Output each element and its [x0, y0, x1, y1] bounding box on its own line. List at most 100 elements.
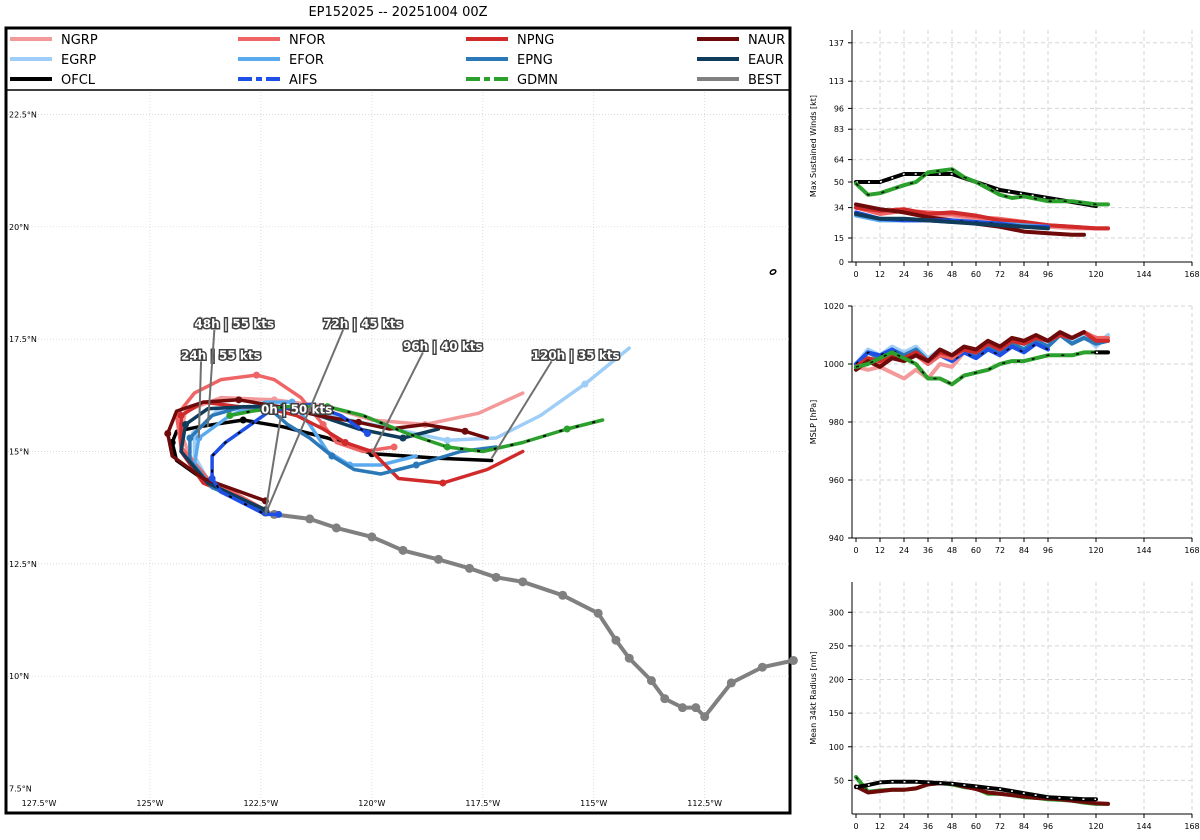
x-tick-label: 12	[875, 270, 885, 279]
track-point-npng	[341, 439, 349, 447]
legend-label-egrp: EGRP	[61, 53, 96, 68]
map-lon-tick-label: 112.5°W	[687, 799, 722, 808]
y-tick-label: 1000	[824, 360, 844, 369]
y-tick-label: 250	[829, 642, 844, 651]
y-tick-label: 50	[834, 776, 844, 785]
y-tick-label: 300	[829, 608, 844, 617]
track-point-epng	[412, 461, 420, 469]
legend-item-eaur: EAUR	[697, 53, 784, 68]
x-tick-label: 72	[995, 546, 1005, 555]
x-tick-label: 120	[1088, 270, 1103, 279]
legend-label-gdmn: GDMN	[517, 73, 558, 88]
track-point-nfor	[253, 371, 260, 379]
track-point-best	[660, 694, 670, 704]
x-tick-label: 60	[971, 546, 981, 555]
x-tick-label: 72	[995, 270, 1005, 279]
x-tick-label: 120	[1088, 546, 1103, 555]
series-dash-ofcl	[856, 173, 1097, 207]
track-point-best	[788, 655, 798, 665]
legend-item-ofcl: OFCL	[10, 73, 96, 88]
legend-label-best: BEST	[748, 73, 781, 88]
track-point-eaur	[399, 434, 407, 442]
track-point-best	[305, 514, 315, 524]
x-tick-label: 168	[1184, 546, 1199, 555]
track-line-egrp	[192, 346, 631, 512]
x-tick-label: 96	[1043, 822, 1053, 831]
track-point-best	[433, 554, 443, 564]
map-lat-tick-label: 22.5°N	[9, 110, 37, 119]
map-lat-tick-label: 10°N	[9, 672, 29, 681]
track-point-best	[611, 635, 621, 645]
map-gridlines	[8, 92, 789, 811]
annotation-label: 24h | 55 kts	[181, 348, 261, 362]
track-line-aifs	[210, 402, 370, 517]
track-point-best	[691, 703, 701, 713]
track-point-best	[624, 653, 634, 663]
x-tick-label: 144	[1136, 270, 1151, 279]
y-tick-label: 96	[834, 104, 844, 113]
x-tick-label: 12	[875, 822, 885, 831]
track-point-npng	[439, 479, 447, 487]
x-tick-label: 72	[995, 822, 1005, 831]
track-point-best	[465, 563, 474, 573]
x-tick-label: 168	[1184, 822, 1199, 831]
x-tick-label: 168	[1184, 270, 1199, 279]
track-point-best	[331, 523, 341, 533]
legend-item-naur: NAUR	[697, 33, 785, 48]
track-point-egrp	[443, 436, 451, 444]
legend-label-naur: NAUR	[748, 33, 785, 48]
legend-item-aifs: AIFS	[238, 73, 317, 88]
map-lon-tick-label: 120°W	[358, 799, 385, 808]
x-tick-label: 60	[971, 270, 981, 279]
y-tick-label: 940	[829, 534, 844, 543]
map-lon-tick-label: 122.5°W	[244, 799, 279, 808]
track-point-aifs	[275, 510, 283, 518]
annotation-label: 0h | 50 kts	[261, 402, 332, 416]
legend-item-nfor: NFOR	[238, 33, 325, 48]
track-point-best	[757, 662, 767, 672]
x-tick-label: 36	[923, 822, 933, 831]
legend-label-ngrp: NGRP	[61, 33, 98, 48]
y-tick-label: 64	[834, 156, 844, 165]
track-point-gdmn	[324, 403, 331, 411]
track-point-gdmn	[443, 443, 451, 451]
track-point-best	[558, 590, 568, 600]
map-lat-tick-label: 20°N	[9, 223, 29, 232]
radius-panel: 0 12 24 36 48 60 72 84 96 120 144 168 50 100 150 200 250…	[809, 582, 1200, 831]
map-tracks	[164, 346, 798, 722]
x-tick-label: 0	[853, 270, 858, 279]
x-tick-label: 84	[1019, 270, 1029, 279]
track-point-eaur	[182, 421, 189, 429]
track-point-aifs	[208, 474, 216, 482]
legend-item-best: BEST	[697, 73, 781, 88]
track-point-aifs	[363, 430, 371, 438]
annotation-leader-line	[197, 361, 203, 439]
map-annotations: 0h | 50 kts 24h | 55 kts 48h | 55 kts 72h |…	[180, 315, 621, 515]
track-point-best	[518, 577, 528, 587]
map-lon-tick-label: 115°W	[580, 799, 607, 808]
y-tick-label: 1020	[824, 302, 844, 311]
x-tick-label: 24	[899, 546, 909, 555]
y-tick-label: 83	[834, 125, 844, 134]
series-dash-ofcl	[855, 780, 1096, 800]
y-tick-label: 0	[839, 258, 844, 267]
track-line-npng	[179, 400, 525, 512]
x-tick-label: 0	[853, 546, 858, 555]
series-dash-gdmn	[855, 351, 1108, 386]
annotation-leader-line	[264, 415, 282, 513]
x-tick-label: 96	[1043, 546, 1053, 555]
annotation-label: 48h | 55 kts	[194, 317, 274, 331]
track-line-epng	[188, 404, 498, 512]
track-point-npng	[177, 412, 185, 420]
legend-item-egrp: EGRP	[10, 53, 96, 68]
map-lon-tick-label: 125°W	[136, 799, 163, 808]
x-tick-label: 24	[899, 270, 909, 279]
legend-label-eaur: EAUR	[748, 53, 784, 68]
x-tick-label: 48	[947, 822, 957, 831]
track-point-best	[398, 545, 408, 555]
track-point-naur	[164, 430, 172, 438]
track-point-best	[593, 608, 603, 618]
series-line-aifs	[854, 341, 1050, 366]
track-point-best	[491, 572, 501, 582]
map-lat-tick-label: 15°N	[9, 448, 29, 457]
